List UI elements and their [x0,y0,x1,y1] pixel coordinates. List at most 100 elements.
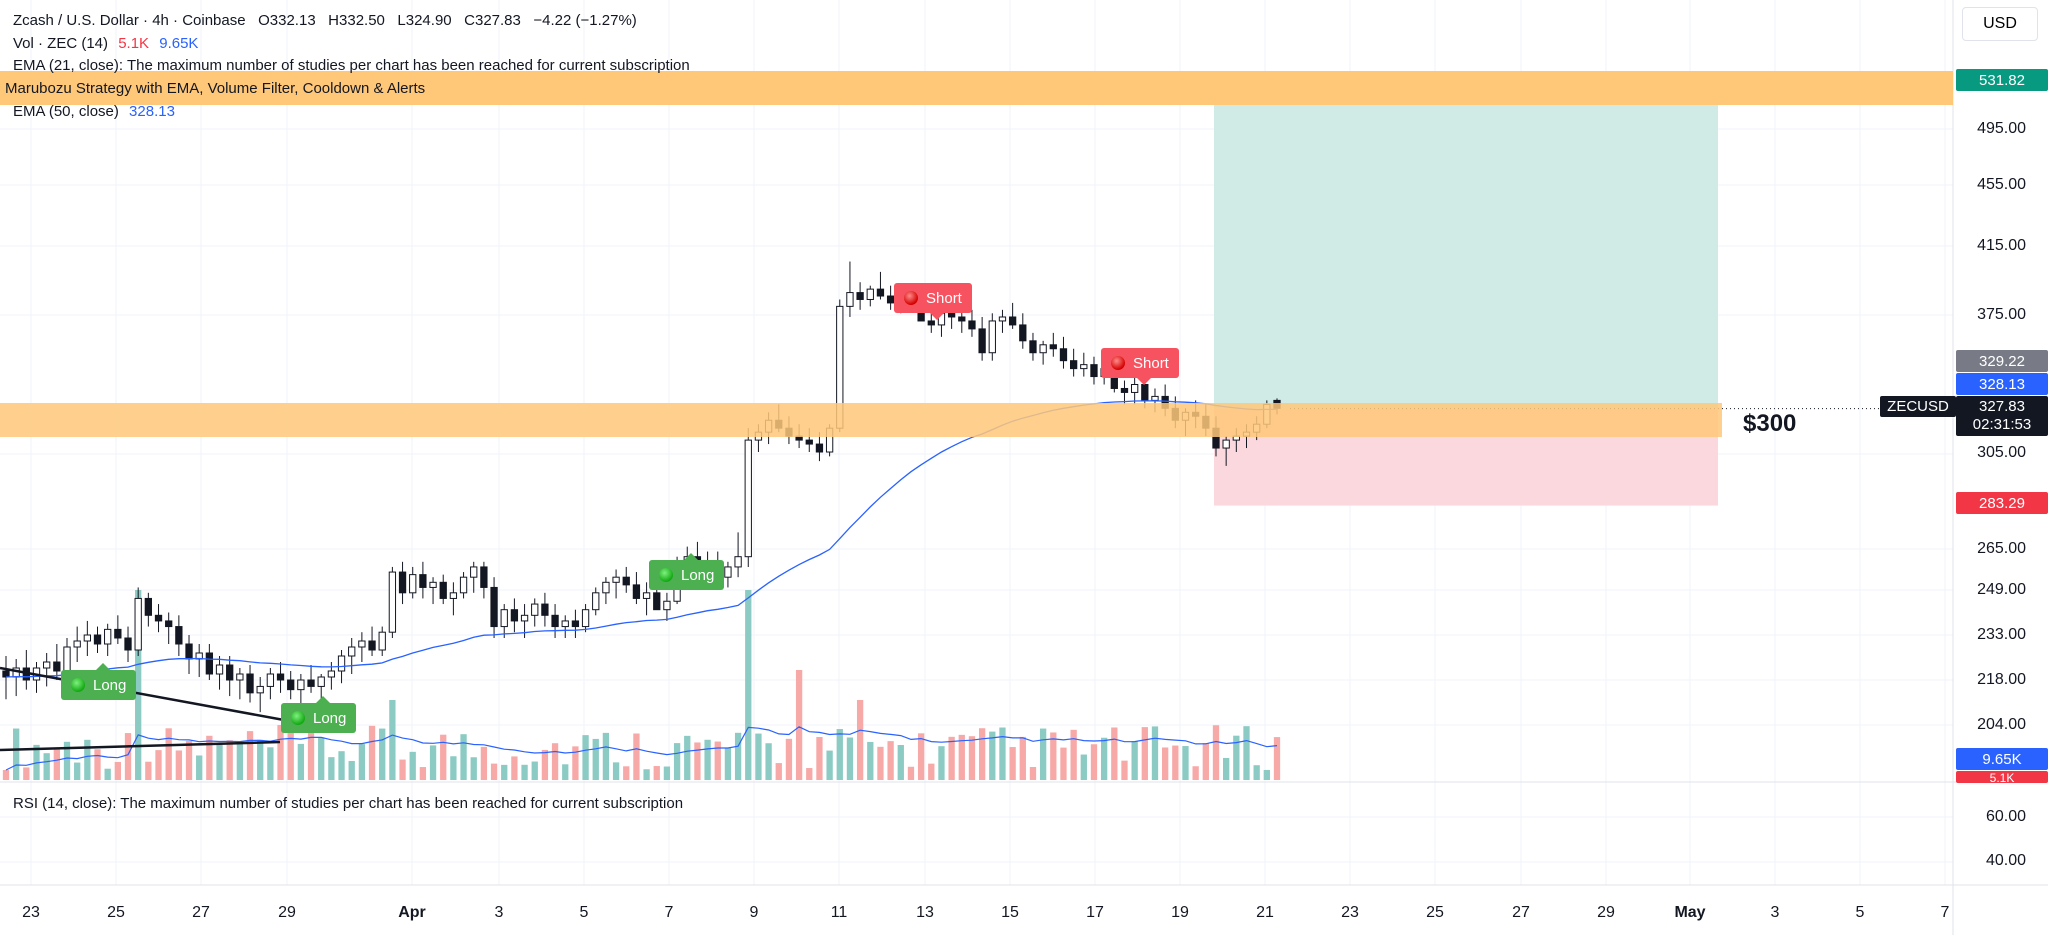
candle-body [571,620,580,628]
candle-body [93,634,102,645]
time-tick: 9 [749,904,759,921]
volume-bar [704,739,711,780]
volume-bar [135,590,142,780]
candle-body [307,679,315,687]
resistance-highlight-band[interactable] [0,71,1953,105]
volume-bar [84,739,91,780]
long-signal-label[interactable]: Long [281,703,357,733]
volume-bar [795,670,803,780]
candle-body [348,646,356,657]
candle-body [297,679,305,691]
candlestick-series [2,261,1281,713]
candle-body [358,640,366,648]
candle-body [551,614,559,628]
volume-bar [1253,765,1260,780]
volume-bar [246,731,254,780]
volume-value-blue: 9.65K [159,35,199,52]
target-price-tag[interactable]: 531.82 [1956,69,2048,91]
volume-bar [379,728,386,780]
ohlc-open: O332.13 [258,12,316,29]
long-signal-label[interactable]: Long [61,670,137,700]
symbol-title[interactable]: Zcash / U.S. Dollar · 4h · Coinbase [13,12,246,29]
trend-lines[interactable] [0,666,285,752]
strategy-legend[interactable]: Marubozu Strategy with EMA, Volume Filte… [5,80,425,97]
time-tick: 23 [1341,904,1359,921]
ema50-legend[interactable]: EMA (50, close) 328.13 [13,103,175,120]
support-highlight-band[interactable] [0,403,1722,437]
candle-body [622,576,630,586]
time-tick: 29 [278,904,296,921]
volume-bar [338,751,345,780]
stop-price-tag[interactable]: 283.29 [1956,492,2048,514]
short-signal-label[interactable]: Short [894,283,972,313]
symbol-legend[interactable]: Zcash / U.S. Dollar · 4h · Coinbase O332… [13,12,637,29]
volume-bar [1192,766,1199,780]
volume-bar [562,764,569,780]
candle-body [327,670,336,678]
candle-body [73,640,81,648]
candle-body [1008,316,1017,326]
volume-bar [826,750,833,780]
volume-bar [551,743,559,780]
candle-body [642,592,651,599]
volume-bar [470,757,477,780]
strategy-label[interactable]: Marubozu Strategy with EMA, Volume Filte… [5,80,426,97]
volume-bar [348,760,355,780]
current-price-tag[interactable]: 327.83 02:31:53 [1956,396,2048,436]
price-tick: 305.00 [1977,444,2026,461]
candle-body [602,581,610,594]
ohlc-close: C327.83 [464,12,521,29]
ema21-legend[interactable]: EMA (21, close): The maximum number of s… [13,57,690,74]
volume-bar [1233,735,1240,780]
volume-bar [63,741,71,780]
volume-label[interactable]: Vol · ZEC (14) [13,35,109,52]
signal-text: Short [926,289,962,307]
currency-button[interactable]: USD [1962,7,2038,41]
candle-body [632,584,641,599]
volume-bar [145,761,152,780]
volume-bar [856,700,864,780]
candle-body [53,661,61,672]
candle-body [1039,344,1047,354]
candle-body [114,628,122,639]
volume-bar [633,733,640,780]
candle-body [317,676,325,687]
volume-bar [358,744,366,780]
volume-bar [1172,745,1179,780]
volume-bar [1263,769,1270,780]
ohlc-low: L324.90 [397,12,452,29]
volume-bars [2,590,1281,780]
volume-bar [1060,747,1067,780]
symbol-price-label: ZECUSD [1880,396,1956,417]
candle-body [866,288,874,300]
long-signal-label[interactable]: Long [649,560,725,590]
volume-bar [958,734,965,780]
volume-legend[interactable]: Vol · ZEC (14) 5.1K 9.65K [13,35,198,52]
ema21-message: The maximum number of studies per chart … [126,57,690,74]
short-signal-label[interactable]: Short [1101,348,1179,378]
volume-bar [643,769,650,780]
long-signal-pointer [684,553,698,560]
time-tick: 7 [1940,904,1950,921]
rsi-label[interactable]: RSI (14, close): [13,795,117,812]
price-annotation[interactable]: $300 [1743,410,1797,437]
candle-body [968,320,976,330]
signal-text: Long [93,676,127,694]
candle-body [876,288,885,297]
candle-body [510,609,519,622]
volume-bar [938,746,945,780]
candle-body [134,597,142,651]
ema21-label[interactable]: EMA (21, close): [13,57,124,74]
ohlc-change: −4.22 (−1.27%) [533,12,637,29]
rsi-legend[interactable]: RSI (14, close): The maximum number of s… [13,795,683,812]
volume-bar [53,749,60,780]
time-tick: 5 [1855,904,1865,921]
ema50-label[interactable]: EMA (50, close) [13,103,119,120]
volume-bar [582,735,589,780]
volume-bar [511,756,518,780]
volume-bar [836,729,843,780]
volume-bar [785,738,793,780]
volume-bar [673,743,681,780]
